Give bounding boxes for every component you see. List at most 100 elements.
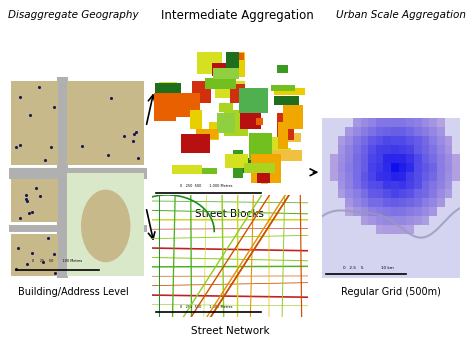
- Bar: [414, 216, 421, 225]
- Bar: [429, 225, 437, 234]
- Bar: [452, 181, 460, 189]
- Bar: [271, 85, 295, 91]
- Bar: [368, 243, 376, 252]
- Bar: [429, 136, 437, 145]
- Bar: [337, 189, 345, 198]
- Bar: [173, 94, 200, 117]
- Bar: [437, 154, 445, 163]
- Point: [39, 259, 46, 264]
- Bar: [353, 207, 361, 216]
- Bar: [330, 154, 337, 163]
- Bar: [421, 252, 429, 261]
- Point: [17, 142, 24, 148]
- Bar: [322, 154, 330, 163]
- Bar: [383, 252, 391, 261]
- Bar: [274, 88, 305, 95]
- Bar: [391, 189, 399, 198]
- Bar: [376, 216, 383, 225]
- Bar: [399, 172, 406, 181]
- Bar: [452, 154, 460, 163]
- Point: [22, 196, 30, 202]
- Bar: [337, 252, 345, 261]
- Bar: [452, 243, 460, 252]
- Bar: [376, 198, 383, 207]
- Bar: [337, 225, 345, 234]
- Bar: [368, 198, 376, 207]
- Bar: [406, 189, 414, 198]
- Bar: [67, 81, 144, 165]
- Bar: [445, 234, 452, 243]
- Bar: [391, 252, 399, 261]
- Bar: [261, 174, 268, 184]
- Bar: [376, 234, 383, 243]
- Bar: [228, 56, 239, 68]
- Bar: [322, 172, 330, 181]
- Point: [13, 267, 20, 272]
- Bar: [233, 51, 246, 77]
- Text: 0   250  500       1,000 Metres: 0 250 500 1,000 Metres: [180, 304, 233, 309]
- Bar: [391, 207, 399, 216]
- Point: [28, 251, 36, 256]
- Bar: [361, 198, 368, 207]
- Bar: [376, 163, 383, 172]
- Bar: [155, 83, 182, 97]
- Bar: [190, 110, 202, 129]
- Bar: [399, 252, 406, 261]
- Bar: [383, 127, 391, 136]
- Bar: [437, 118, 445, 127]
- Bar: [322, 269, 330, 278]
- Bar: [368, 207, 376, 216]
- Bar: [452, 216, 460, 225]
- Bar: [406, 234, 414, 243]
- Bar: [368, 172, 376, 181]
- Bar: [383, 163, 391, 172]
- Point: [32, 185, 40, 191]
- Bar: [452, 269, 460, 278]
- Bar: [322, 181, 330, 189]
- Bar: [429, 198, 437, 207]
- Bar: [361, 234, 368, 243]
- Bar: [437, 145, 445, 154]
- Bar: [414, 136, 421, 145]
- Bar: [376, 127, 383, 136]
- Bar: [445, 198, 452, 207]
- Bar: [383, 207, 391, 216]
- Bar: [337, 198, 345, 207]
- Bar: [376, 189, 383, 198]
- Bar: [361, 207, 368, 216]
- Bar: [391, 225, 399, 234]
- Text: 0     25    50        100 Metres: 0 25 50 100 Metres: [32, 259, 83, 263]
- Bar: [445, 145, 452, 154]
- Bar: [337, 181, 345, 189]
- Bar: [345, 225, 353, 234]
- Bar: [406, 154, 414, 163]
- Bar: [391, 172, 399, 181]
- Bar: [421, 163, 429, 172]
- Bar: [421, 172, 429, 181]
- Bar: [361, 189, 368, 198]
- Point: [134, 155, 142, 161]
- Bar: [406, 252, 414, 261]
- Bar: [421, 261, 429, 269]
- Bar: [399, 207, 406, 216]
- Bar: [452, 252, 460, 261]
- Bar: [406, 118, 414, 127]
- Bar: [249, 133, 272, 160]
- Bar: [368, 234, 376, 243]
- Bar: [256, 118, 263, 125]
- Bar: [257, 171, 270, 183]
- Bar: [391, 154, 399, 163]
- Point: [16, 215, 23, 221]
- Bar: [192, 81, 210, 103]
- Bar: [437, 181, 445, 189]
- Bar: [229, 84, 245, 103]
- Bar: [421, 127, 429, 136]
- Bar: [406, 269, 414, 278]
- Bar: [429, 118, 437, 127]
- Bar: [406, 198, 414, 207]
- Bar: [353, 145, 361, 154]
- Bar: [368, 269, 376, 278]
- Point: [51, 270, 59, 276]
- Bar: [414, 127, 421, 136]
- Bar: [376, 136, 383, 145]
